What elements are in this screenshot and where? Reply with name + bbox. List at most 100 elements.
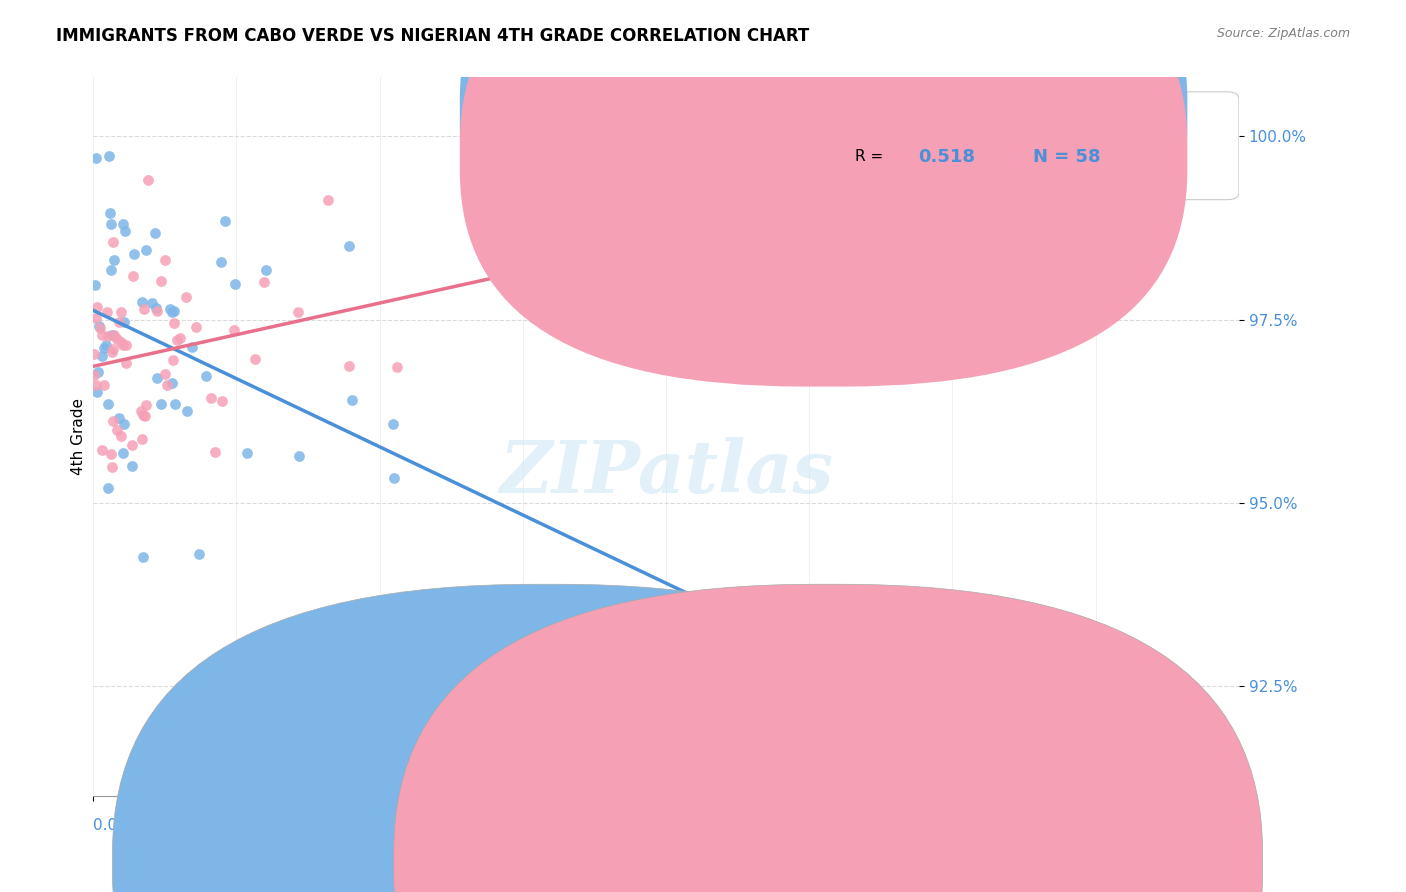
Point — [101, 342, 124, 356]
Point — [87, 365, 110, 379]
Text: R =: R = — [855, 106, 889, 121]
Point — [110, 335, 132, 350]
Text: Immigrants from Cabo Verde: Immigrants from Cabo Verde — [562, 856, 783, 871]
FancyBboxPatch shape — [460, 0, 1187, 343]
Point — [371, 712, 394, 726]
Point — [122, 246, 145, 260]
Point — [134, 409, 156, 424]
Point — [100, 217, 122, 231]
Point — [100, 205, 122, 219]
Point — [121, 459, 143, 474]
Text: Source: ZipAtlas.com: Source: ZipAtlas.com — [1216, 27, 1350, 40]
Point — [162, 352, 184, 367]
Point — [224, 323, 246, 337]
Point — [141, 295, 163, 310]
Point — [86, 300, 108, 314]
Point — [287, 305, 309, 319]
FancyBboxPatch shape — [460, 0, 1187, 386]
Point — [93, 341, 115, 355]
Point — [110, 429, 132, 443]
Point — [111, 338, 134, 352]
Point — [108, 315, 131, 329]
Point — [288, 449, 311, 463]
Point — [84, 277, 107, 292]
Point — [160, 376, 183, 390]
Point — [105, 423, 128, 437]
Point — [114, 338, 136, 352]
Point — [84, 311, 107, 326]
Point — [337, 359, 360, 373]
Point — [235, 446, 257, 460]
Point — [176, 290, 198, 304]
Point — [253, 275, 276, 289]
Point — [132, 550, 155, 565]
Point — [136, 173, 159, 187]
Point — [101, 414, 124, 428]
Point — [143, 226, 166, 240]
Point — [122, 269, 145, 284]
Point — [224, 277, 246, 291]
Y-axis label: 4th Grade: 4th Grade — [72, 399, 86, 475]
Text: ZIPatlas: ZIPatlas — [499, 437, 834, 508]
Point — [245, 351, 267, 366]
Point — [101, 327, 124, 342]
Point — [100, 460, 122, 475]
Point — [382, 417, 405, 432]
Point — [159, 302, 181, 317]
Point — [176, 403, 198, 417]
Point — [214, 214, 236, 228]
Point — [146, 371, 169, 385]
Point — [97, 481, 120, 495]
Point — [100, 345, 122, 359]
Point — [200, 392, 222, 406]
Point — [103, 253, 125, 268]
Point — [112, 315, 135, 329]
Point — [131, 404, 153, 418]
Point — [316, 193, 339, 207]
Point — [94, 338, 117, 352]
Point — [131, 433, 153, 447]
Point — [115, 356, 138, 370]
Point — [112, 417, 135, 431]
Point — [100, 262, 122, 277]
Point — [134, 301, 156, 316]
Point — [149, 274, 172, 288]
Text: Nigerians: Nigerians — [844, 856, 917, 871]
Text: -0.269: -0.269 — [918, 104, 983, 122]
Point — [340, 392, 363, 407]
Point — [211, 394, 233, 409]
Text: 0.518: 0.518 — [918, 147, 976, 166]
Point — [121, 437, 143, 451]
Point — [86, 385, 108, 400]
Point — [108, 411, 131, 425]
Point — [181, 341, 204, 355]
Point — [111, 217, 134, 231]
Point — [96, 304, 118, 318]
Point — [91, 327, 114, 342]
Point — [93, 377, 115, 392]
Point — [156, 378, 179, 392]
Text: 0.0%: 0.0% — [93, 818, 132, 833]
Point — [97, 329, 120, 343]
Point — [1156, 107, 1178, 121]
Point — [160, 305, 183, 319]
Point — [100, 447, 122, 461]
Point — [195, 368, 218, 383]
Point — [111, 445, 134, 459]
Point — [110, 304, 132, 318]
Point — [132, 408, 155, 422]
Point — [166, 333, 188, 347]
Point — [188, 547, 211, 561]
Point — [84, 378, 107, 392]
Text: N = 58: N = 58 — [1032, 147, 1101, 166]
Point — [134, 244, 156, 258]
Point — [98, 149, 121, 163]
Text: N = 52: N = 52 — [1032, 104, 1099, 122]
Point — [84, 151, 107, 165]
Point — [209, 255, 232, 269]
Point — [131, 294, 153, 309]
Point — [105, 332, 128, 346]
Point — [103, 328, 125, 343]
Point — [150, 397, 173, 411]
Point — [163, 316, 186, 330]
